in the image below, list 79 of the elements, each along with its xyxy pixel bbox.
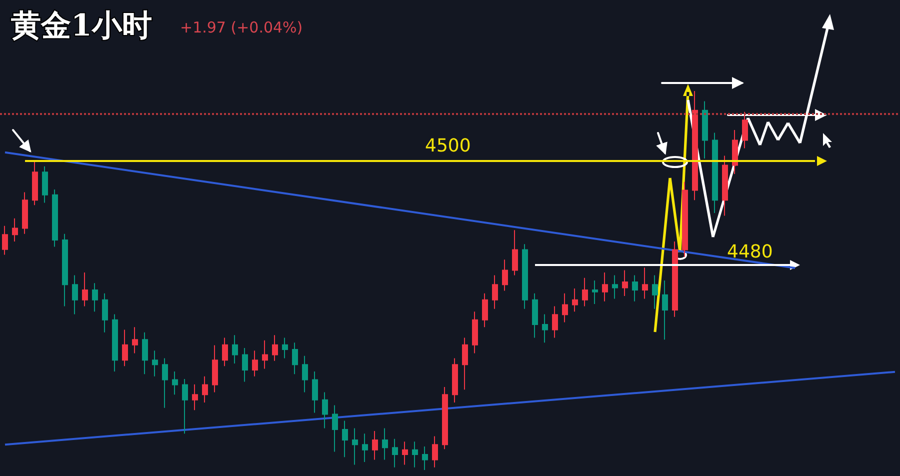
candlestick	[582, 277, 588, 307]
candlestick	[132, 326, 138, 354]
candlestick	[352, 428, 358, 466]
candlestick	[372, 430, 378, 460]
candlestick	[412, 441, 418, 468]
candlestick	[52, 189, 58, 248]
candlestick	[12, 218, 18, 242]
candlestick	[122, 329, 128, 367]
candlestick	[62, 233, 68, 307]
chart-title: 黄金1小时	[11, 8, 152, 44]
candlestick	[172, 370, 178, 396]
candlestick	[162, 358, 168, 408]
candlestick	[722, 155, 728, 216]
candlestick	[42, 166, 48, 204]
candlestick	[292, 342, 298, 375]
candlestick	[402, 441, 408, 466]
candlestick	[602, 272, 608, 302]
candlestick	[272, 334, 278, 362]
candlestick	[212, 344, 218, 393]
candlestick	[2, 225, 8, 256]
candlestick	[312, 370, 318, 414]
candlestick	[442, 386, 448, 450]
candlestick	[472, 311, 478, 354]
candlestick	[362, 433, 368, 463]
candlestick	[422, 446, 428, 470]
candlestick	[82, 272, 88, 307]
candlestick	[92, 282, 98, 312]
candlestick	[432, 436, 438, 468]
candlestick	[32, 159, 38, 206]
candlestick	[182, 378, 188, 434]
candlestick	[652, 274, 658, 310]
candlestick	[192, 384, 198, 411]
candlestick	[732, 130, 738, 174]
candlestick	[342, 420, 348, 458]
candlestick	[72, 274, 78, 315]
candlestick	[332, 404, 338, 452]
candlestick	[692, 90, 698, 201]
candlestick	[322, 392, 328, 429]
candlestick	[22, 192, 28, 234]
candlestick	[522, 244, 528, 310]
candlestick	[592, 280, 598, 304]
candlestick	[512, 230, 518, 276]
candlestick	[252, 350, 258, 377]
candlestick	[702, 100, 708, 159]
candlestick	[742, 111, 748, 149]
candlestick	[712, 132, 718, 214]
candlestick	[392, 438, 398, 468]
annotation: 4500	[425, 136, 471, 156]
candlestick	[222, 337, 228, 367]
candlestick	[612, 274, 618, 300]
text: +1.97 (+0.04%)	[180, 18, 303, 36]
candlestick	[262, 340, 268, 370]
candlestick	[632, 274, 638, 302]
candlestick	[572, 288, 578, 312]
candlestick	[672, 240, 678, 318]
candlestick	[482, 292, 488, 328]
candlestick	[282, 337, 288, 359]
annotation: 4480	[727, 242, 773, 262]
candlestick	[452, 358, 458, 404]
candlestick	[112, 314, 118, 372]
candlestick	[142, 332, 148, 375]
candlestick	[102, 292, 108, 333]
candlestick	[642, 267, 648, 300]
candlestick	[542, 314, 548, 344]
candlestick	[152, 350, 158, 377]
candlestick	[232, 334, 238, 364]
candlestick	[622, 270, 628, 297]
candlestick	[682, 181, 688, 258]
candlestick	[492, 274, 498, 310]
candlestick	[462, 337, 468, 390]
candlestick	[302, 355, 308, 393]
candlestick	[532, 292, 538, 338]
candlestick	[202, 376, 208, 404]
candlestick	[502, 259, 508, 292]
candlestick	[382, 428, 388, 460]
candlestick	[242, 347, 248, 382]
candlestick	[662, 280, 668, 340]
candlestick	[562, 292, 568, 323]
candlestick	[552, 306, 558, 338]
